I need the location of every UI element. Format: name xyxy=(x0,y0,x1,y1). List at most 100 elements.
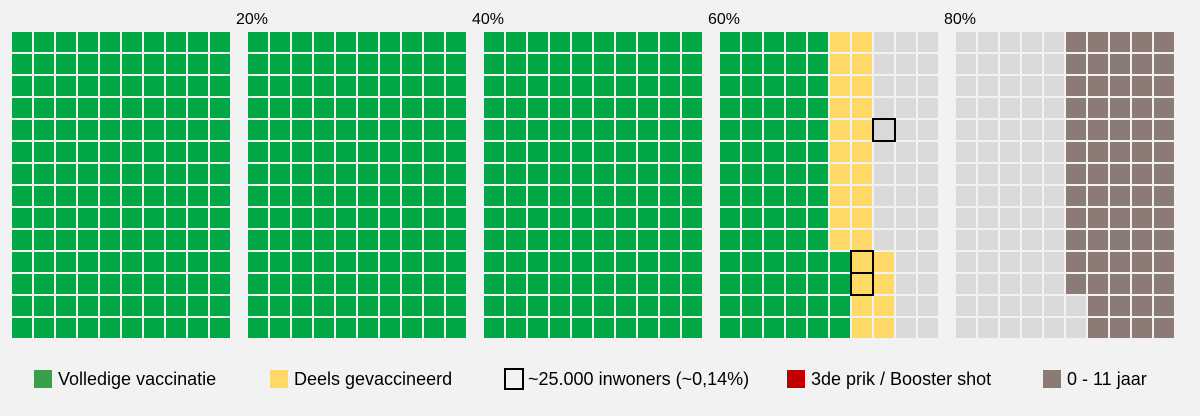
waffle-cell-volledige-vaccinatie xyxy=(808,54,828,74)
waffle-cell-none xyxy=(874,76,894,96)
waffle-cell-volledige-vaccinatie xyxy=(742,296,762,316)
waffle-cell-0-11-jaar xyxy=(1132,186,1152,206)
waffle-cell-none xyxy=(1022,252,1042,272)
waffle-cell-volledige-vaccinatie xyxy=(210,274,230,294)
waffle-cell-volledige-vaccinatie xyxy=(764,76,784,96)
waffle-cell-volledige-vaccinatie xyxy=(808,252,828,272)
waffle-cell-volledige-vaccinatie xyxy=(358,164,378,184)
waffle-cell-volledige-vaccinatie xyxy=(100,318,120,338)
waffle-cell-none xyxy=(896,54,916,74)
waffle-cell-volledige-vaccinatie xyxy=(446,296,466,316)
legend-label-children: 0 - 11 jaar xyxy=(1067,368,1147,389)
waffle-cell-none xyxy=(956,164,976,184)
waffle-cell-volledige-vaccinatie xyxy=(616,98,636,118)
waffle-cell-0-11-jaar xyxy=(1066,230,1086,250)
waffle-cell-none xyxy=(956,274,976,294)
waffle-cell-volledige-vaccinatie xyxy=(78,98,98,118)
waffle-cell-volledige-vaccinatie xyxy=(78,252,98,272)
waffle-cell-none xyxy=(956,208,976,228)
waffle-cell-volledige-vaccinatie xyxy=(56,98,76,118)
waffle-cell-volledige-vaccinatie xyxy=(34,164,54,184)
waffle-cell-volledige-vaccinatie xyxy=(424,274,444,294)
waffle-cell-volledige-vaccinatie xyxy=(210,318,230,338)
waffle-cell-volledige-vaccinatie xyxy=(506,164,526,184)
waffle-cell-volledige-vaccinatie xyxy=(682,98,702,118)
waffle-cell-0-11-jaar xyxy=(1132,230,1152,250)
waffle-cell-volledige-vaccinatie xyxy=(660,120,680,140)
waffle-cell-volledige-vaccinatie xyxy=(12,186,32,206)
waffle-cell-volledige-vaccinatie xyxy=(314,32,334,52)
waffle-cell-volledige-vaccinatie xyxy=(764,54,784,74)
waffle-cell-none xyxy=(1000,120,1020,140)
waffle-cell-volledige-vaccinatie xyxy=(34,296,54,316)
percent-ticks: 20% 40% 60% 80% xyxy=(236,11,976,28)
waffle-cell-deels-gevaccineerd xyxy=(852,296,872,316)
waffle-cell-volledige-vaccinatie xyxy=(270,252,290,272)
waffle-cell-volledige-vaccinatie xyxy=(506,186,526,206)
waffle-cell-0-11-jaar xyxy=(1132,32,1152,52)
waffle-cell-volledige-vaccinatie xyxy=(100,164,120,184)
legend-item-partial: Deels gevaccineerd xyxy=(270,364,452,394)
waffle-cell-none xyxy=(956,252,976,272)
waffle-cell-volledige-vaccinatie xyxy=(528,186,548,206)
waffle-cell-0-11-jaar xyxy=(1088,142,1108,162)
waffle-cell-volledige-vaccinatie xyxy=(638,54,658,74)
waffle-cell-volledige-vaccinatie xyxy=(12,142,32,162)
waffle-cell-volledige-vaccinatie xyxy=(786,318,806,338)
waffle-cell-0-11-jaar xyxy=(1132,318,1152,338)
waffle-cell-none xyxy=(1022,186,1042,206)
waffle-cell-volledige-vaccinatie xyxy=(166,120,186,140)
waffle-cell-volledige-vaccinatie xyxy=(484,318,504,338)
waffle-cell-0-11-jaar xyxy=(1132,274,1152,294)
waffle-cell-volledige-vaccinatie xyxy=(188,318,208,338)
waffle-cell-0-11-jaar xyxy=(1066,32,1086,52)
legend-swatch-unit xyxy=(504,368,524,390)
waffle-cell-0-11-jaar xyxy=(1110,98,1130,118)
waffle-cell-0-11-jaar xyxy=(1066,252,1086,272)
highlighted-square xyxy=(872,118,896,142)
waffle-cell-volledige-vaccinatie xyxy=(188,208,208,228)
waffle-cell-0-11-jaar xyxy=(1110,208,1130,228)
waffle-cell-volledige-vaccinatie xyxy=(56,142,76,162)
waffle-cell-volledige-vaccinatie xyxy=(292,208,312,228)
waffle-cell-volledige-vaccinatie xyxy=(786,274,806,294)
waffle-cell-none xyxy=(896,76,916,96)
waffle-cell-volledige-vaccinatie xyxy=(506,54,526,74)
waffle-cell-volledige-vaccinatie xyxy=(594,76,614,96)
waffle-cell-none xyxy=(978,54,998,74)
waffle-cell-none xyxy=(896,274,916,294)
waffle-cell-none xyxy=(1044,318,1064,338)
waffle-cell-volledige-vaccinatie xyxy=(210,32,230,52)
waffle-cell-volledige-vaccinatie xyxy=(358,54,378,74)
waffle-cell-deels-gevaccineerd xyxy=(852,98,872,118)
waffle-cell-none xyxy=(978,120,998,140)
waffle-cell-volledige-vaccinatie xyxy=(358,230,378,250)
waffle-cell-volledige-vaccinatie xyxy=(380,120,400,140)
waffle-cell-none xyxy=(1044,252,1064,272)
waffle-cell-none xyxy=(978,32,998,52)
waffle-cell-volledige-vaccinatie xyxy=(682,274,702,294)
legend-item-children: 0 - 11 jaar xyxy=(1043,364,1147,394)
waffle-cell-volledige-vaccinatie xyxy=(166,32,186,52)
waffle-cell-volledige-vaccinatie xyxy=(380,252,400,272)
waffle-cell-volledige-vaccinatie xyxy=(402,142,422,162)
waffle-cell-volledige-vaccinatie xyxy=(314,120,334,140)
waffle-cell-none xyxy=(1044,164,1064,184)
waffle-cell-volledige-vaccinatie xyxy=(808,208,828,228)
waffle-cell-none xyxy=(874,32,894,52)
waffle-cell-volledige-vaccinatie xyxy=(380,164,400,184)
waffle-cell-none xyxy=(978,252,998,272)
waffle-cell-volledige-vaccinatie xyxy=(424,54,444,74)
waffle-cell-volledige-vaccinatie xyxy=(786,230,806,250)
waffle-cell-volledige-vaccinatie xyxy=(56,54,76,74)
waffle-cell-volledige-vaccinatie xyxy=(616,142,636,162)
waffle-cell-volledige-vaccinatie xyxy=(358,274,378,294)
waffle-cell-volledige-vaccinatie xyxy=(720,230,740,250)
waffle-cell-volledige-vaccinatie xyxy=(572,120,592,140)
waffle-cell-none xyxy=(956,142,976,162)
waffle-cell-0-11-jaar xyxy=(1154,32,1174,52)
waffle-cell-volledige-vaccinatie xyxy=(122,274,142,294)
waffle-cell-0-11-jaar xyxy=(1110,76,1130,96)
waffle-cell-volledige-vaccinatie xyxy=(616,252,636,272)
waffle-cell-volledige-vaccinatie xyxy=(292,186,312,206)
